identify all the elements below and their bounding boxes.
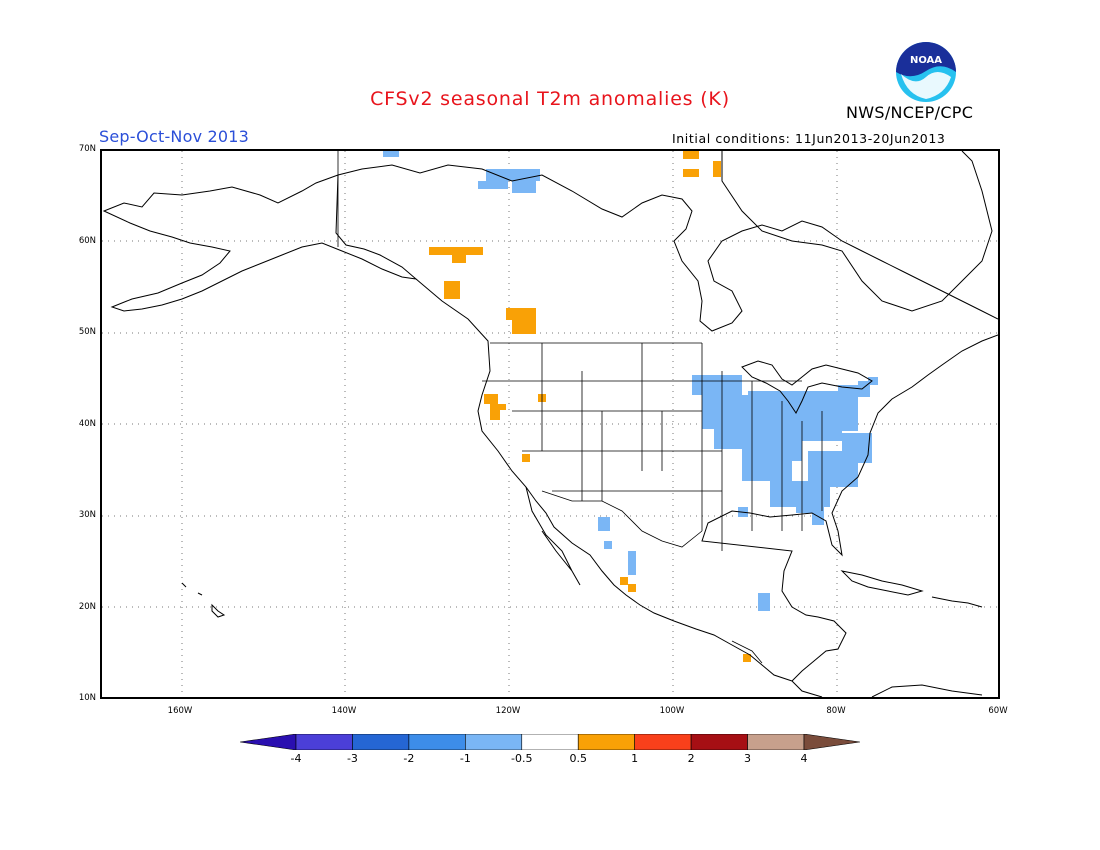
colorbar-tick-label: -3 xyxy=(346,752,358,765)
colorbar-tick-label: 2 xyxy=(687,752,695,765)
colorbar-segment xyxy=(295,734,353,750)
coastlines xyxy=(102,151,998,697)
agency-label: NWS/NCEP/CPC xyxy=(846,103,974,122)
colorbar-segment xyxy=(577,734,635,750)
lat-label-70n: 70N xyxy=(78,144,96,154)
lon-label-120w: 120W xyxy=(495,706,521,716)
map-canvas xyxy=(102,151,998,697)
colorbar-tick-label: 0.5 xyxy=(569,752,587,765)
lat-label-40n: 40N xyxy=(78,419,96,429)
colorbar-tick-label: 1 xyxy=(631,752,639,765)
colorbar-segment xyxy=(747,734,805,750)
colorbar-tick-label: -0.5 xyxy=(511,752,533,765)
lon-label-80w: 80W xyxy=(826,706,846,716)
colorbar-segment xyxy=(352,734,410,750)
lon-label-100w: 100W xyxy=(659,706,685,716)
lat-label-60n: 60N xyxy=(78,236,96,246)
colorbar-segment-high-extend xyxy=(803,734,860,750)
colorbar-tick-label: -2 xyxy=(403,752,415,765)
noaa-logo-text: NOAA xyxy=(910,55,942,66)
gridlines xyxy=(102,151,998,697)
lon-label-60w: 60W xyxy=(988,706,1008,716)
colorbar-segment xyxy=(634,734,692,750)
warm-anomaly-patches xyxy=(429,151,751,662)
colorbar-tick-label: -1 xyxy=(459,752,471,765)
initial-conditions: Initial conditions: 11Jun2013-20Jun2013 xyxy=(672,131,946,146)
map-panel xyxy=(100,149,1000,699)
colorbar-tick-label: 3 xyxy=(744,752,752,765)
political-borders xyxy=(337,151,823,664)
colorbar-segment xyxy=(690,734,748,750)
colorbar xyxy=(240,734,860,750)
lat-label-20n: 20N xyxy=(78,602,96,612)
colorbar-segment-low-extend xyxy=(240,734,297,750)
colorbar-segment xyxy=(408,734,466,750)
noaa-logo: NOAA xyxy=(896,42,956,102)
colorbar-segment xyxy=(465,734,523,750)
lat-label-30n: 30N xyxy=(78,510,96,520)
lat-label-10n: 10N xyxy=(78,693,96,703)
lon-label-160w: 160W xyxy=(167,706,193,716)
colorbar-segment xyxy=(521,734,579,750)
map-title: CFSv2 seasonal T2m anomalies (K) xyxy=(370,88,730,110)
season-period: Sep-Oct-Nov 2013 xyxy=(99,127,250,146)
colorbar-tick-label: 4 xyxy=(800,752,808,765)
colorbar-tick-label: -4 xyxy=(290,752,302,765)
lat-label-50n: 50N xyxy=(78,327,96,337)
lon-label-140w: 140W xyxy=(331,706,357,716)
